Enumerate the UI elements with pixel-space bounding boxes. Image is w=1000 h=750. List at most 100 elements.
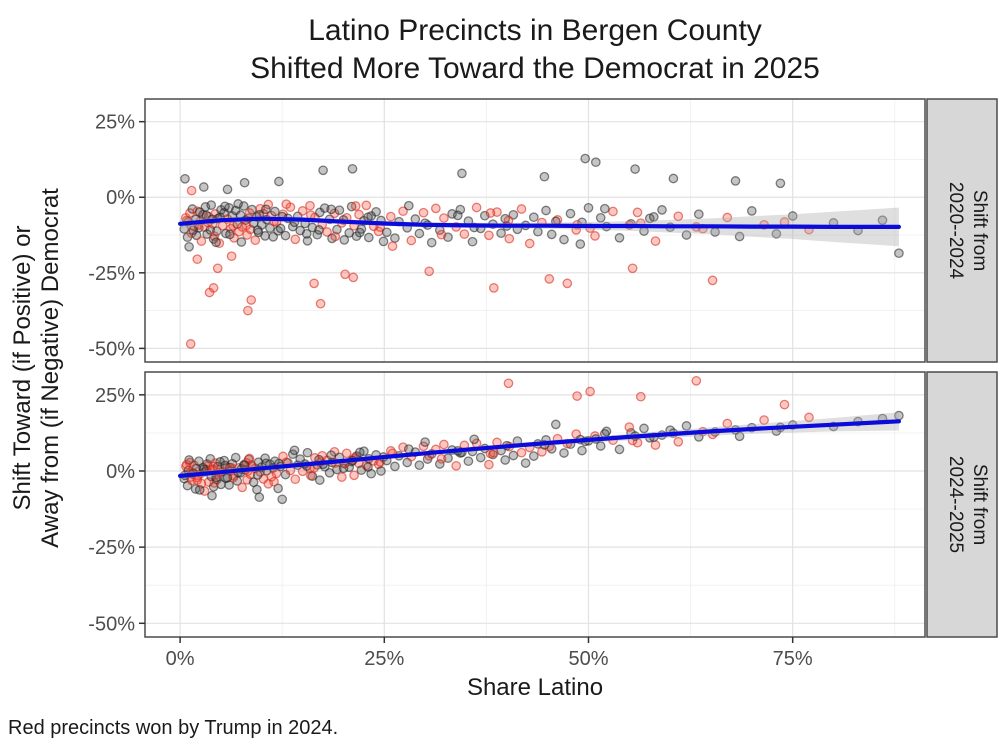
data-point-trump-precinct bbox=[562, 278, 573, 289]
x-axis-title: Share Latino bbox=[467, 674, 603, 701]
data-point-trump-precinct bbox=[430, 203, 441, 214]
x-tick-label: 25% bbox=[364, 648, 404, 670]
data-point-trump-precinct bbox=[243, 305, 253, 316]
panel-content bbox=[178, 375, 904, 505]
trend-line bbox=[178, 216, 902, 229]
data-point-precinct bbox=[648, 212, 659, 222]
data-point-precinct bbox=[198, 182, 209, 192]
data-point-trump-precinct bbox=[451, 460, 462, 471]
data-point-precinct bbox=[230, 452, 241, 463]
data-point-trump-precinct bbox=[309, 278, 319, 289]
data-point-precinct bbox=[289, 445, 300, 456]
data-point-trump-precinct bbox=[234, 226, 244, 237]
data-point-precinct bbox=[326, 204, 337, 215]
data-point-trump-precinct bbox=[341, 448, 352, 459]
data-point-trump-precinct bbox=[266, 471, 277, 482]
trend-line bbox=[178, 419, 902, 478]
data-point-trump-precinct bbox=[385, 211, 396, 222]
data-point-precinct bbox=[326, 450, 337, 461]
data-point-precinct bbox=[363, 462, 373, 472]
data-point-precinct bbox=[434, 459, 445, 469]
data-point-precinct bbox=[403, 444, 414, 454]
data-point-trump-precinct bbox=[192, 254, 203, 265]
facet-strip-label-line1: Shift from bbox=[969, 464, 990, 545]
y-tick-label: 0% bbox=[106, 187, 135, 209]
data-point-precinct bbox=[334, 205, 345, 216]
data-point-precinct bbox=[583, 202, 594, 213]
data-point-precinct bbox=[274, 176, 284, 187]
x-tick-label: 0% bbox=[166, 648, 195, 670]
data-point-trump-precinct bbox=[246, 295, 257, 305]
data-point-trump-precinct bbox=[673, 211, 684, 222]
facet-strip bbox=[926, 371, 998, 638]
chart-title-line1: Latino Precincts in Bergen County bbox=[308, 14, 762, 47]
data-point-precinct bbox=[771, 228, 782, 239]
data-point-trump-precinct bbox=[424, 266, 435, 277]
data-point-trump-precinct bbox=[516, 204, 527, 214]
data-point-trump-precinct bbox=[627, 263, 638, 274]
data-point-trump-precinct bbox=[572, 391, 582, 401]
data-point-trump-precinct bbox=[336, 472, 347, 482]
data-point-precinct bbox=[236, 237, 247, 247]
data-point-precinct bbox=[414, 228, 425, 239]
data-point-precinct bbox=[390, 233, 400, 243]
data-point-trump-precinct bbox=[484, 230, 494, 241]
data-point-trump-precinct bbox=[707, 275, 718, 286]
data-point-trump-precinct bbox=[290, 474, 301, 485]
data-point-precinct bbox=[500, 455, 511, 465]
data-point-trump-precinct bbox=[590, 231, 600, 241]
data-point-trump-precinct bbox=[722, 418, 733, 429]
data-point-precinct bbox=[508, 450, 519, 461]
data-point-precinct bbox=[463, 456, 474, 467]
data-point-precinct bbox=[371, 206, 381, 217]
data-point-trump-precinct bbox=[340, 269, 350, 280]
data-point-precinct bbox=[894, 248, 904, 259]
data-point-trump-precinct bbox=[632, 207, 643, 218]
data-point-precinct bbox=[275, 223, 286, 234]
data-point-precinct bbox=[775, 178, 786, 189]
x-tick-label: 75% bbox=[773, 648, 813, 670]
data-point-precinct bbox=[681, 421, 692, 431]
data-point-trump-precinct bbox=[436, 453, 447, 464]
y-tick-label: 0% bbox=[106, 461, 135, 483]
data-point-trump-precinct bbox=[436, 229, 447, 240]
data-point-trump-precinct bbox=[186, 185, 197, 196]
data-point-trump-precinct bbox=[237, 482, 248, 493]
data-point-trump-precinct bbox=[650, 440, 661, 450]
y-tick-label: 25% bbox=[95, 112, 135, 134]
data-point-trump-precinct bbox=[281, 199, 292, 210]
data-point-trump-precinct bbox=[241, 220, 252, 231]
data-point-trump-precinct bbox=[459, 229, 470, 239]
data-point-precinct bbox=[457, 168, 467, 179]
y-tick-label: 25% bbox=[95, 385, 135, 407]
data-point-precinct bbox=[528, 451, 539, 461]
data-point-precinct bbox=[469, 434, 480, 445]
data-point-precinct bbox=[347, 163, 358, 174]
data-point-precinct bbox=[520, 458, 531, 468]
data-point-trump-precinct bbox=[263, 199, 274, 210]
data-point-precinct bbox=[657, 205, 667, 215]
data-point-trump-precinct bbox=[537, 446, 547, 457]
data-point-trump-precinct bbox=[804, 412, 814, 423]
data-point-precinct bbox=[746, 206, 757, 216]
data-point-precinct bbox=[363, 232, 374, 243]
data-point-precinct bbox=[414, 460, 425, 471]
data-point-trump-precinct bbox=[208, 283, 219, 293]
data-point-precinct bbox=[222, 184, 233, 195]
data-point-precinct bbox=[475, 452, 486, 463]
data-point-precinct bbox=[668, 173, 679, 184]
data-point-trump-precinct bbox=[350, 201, 361, 211]
data-point-trump-precinct bbox=[406, 235, 417, 246]
panel-border bbox=[144, 371, 926, 638]
data-point-trump-precinct bbox=[722, 212, 733, 223]
data-point-precinct bbox=[559, 448, 569, 458]
y-tick-label: -50% bbox=[88, 338, 135, 360]
data-point-trump-precinct bbox=[471, 202, 482, 213]
data-point-precinct bbox=[595, 441, 606, 451]
chart-title-line2: Shifted More Toward the Democrat in 2025 bbox=[250, 52, 820, 85]
data-point-precinct bbox=[734, 231, 745, 242]
data-point-precinct bbox=[233, 199, 243, 209]
data-point-precinct bbox=[577, 445, 587, 456]
data-point-trump-precinct bbox=[544, 274, 555, 284]
